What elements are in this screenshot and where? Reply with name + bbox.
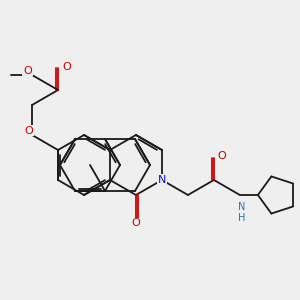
Text: N
H: N H	[238, 202, 245, 223]
Text: O: O	[62, 62, 71, 73]
Text: N: N	[158, 175, 166, 185]
Text: O: O	[132, 218, 140, 229]
Text: O: O	[23, 65, 32, 76]
Text: O: O	[217, 151, 226, 161]
Text: O: O	[25, 125, 33, 136]
